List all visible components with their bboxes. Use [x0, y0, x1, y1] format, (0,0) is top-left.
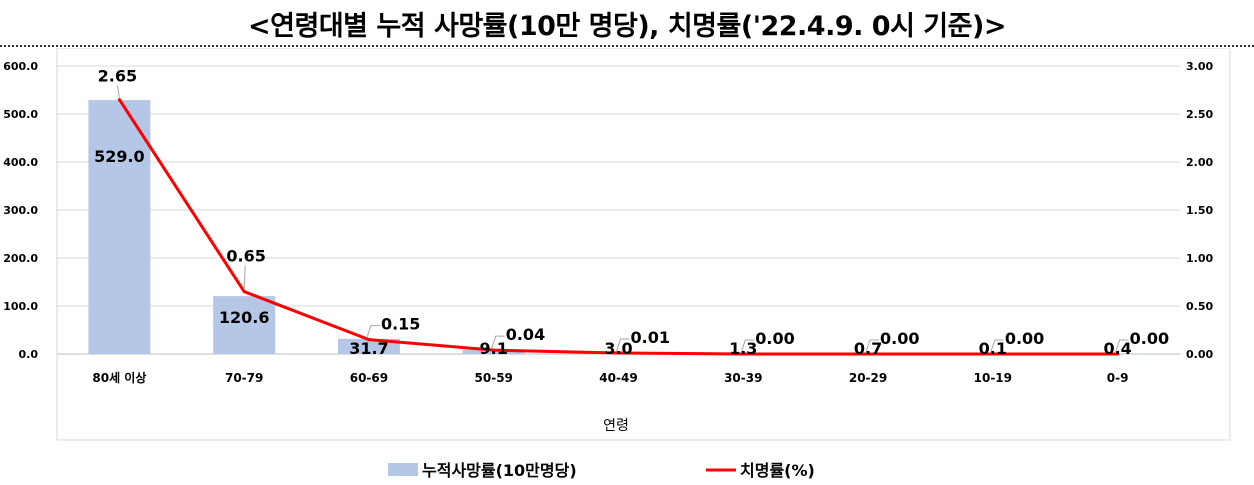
label-leader-line [366, 325, 380, 338]
category-label: 70-79 [225, 371, 263, 385]
line-value-label: 0.04 [506, 325, 545, 344]
bar [213, 296, 276, 354]
bar-value-label: 0.4 [1103, 339, 1131, 358]
line-series [117, 98, 1120, 356]
y-right-tick-label: 0.50 [1186, 300, 1213, 313]
bar [337, 338, 400, 354]
y-right-tick-label: 1.50 [1186, 204, 1213, 217]
line-point [617, 351, 620, 355]
dual-axis-chart: 0.0 100.0 200.0 300.0 400.0 500.0 600.0 0.00 0.5… [3, 48, 1231, 480]
y-left-tick-label: 300.0 [3, 204, 38, 217]
category-label: 80세 이상 [92, 370, 146, 385]
legend-bar-label: 누적사망률(10만명당) [422, 461, 577, 480]
line-point [991, 352, 995, 356]
line-value-label: 0.00 [880, 329, 919, 348]
bar [88, 100, 151, 354]
label-leader-line [740, 339, 755, 353]
bar-series [88, 100, 1149, 355]
bar-value-label: 0.1 [979, 339, 1007, 358]
line-value-label: 0.00 [1005, 329, 1044, 348]
data-labels: 529.0 120.6 31.7 9.1 3.0 1.3 0.7 0.1 0.4 2.65 0.65… [94, 67, 1169, 358]
line-point [741, 352, 745, 356]
line-value-label: 0.00 [755, 329, 794, 348]
bar-value-label: 9.1 [480, 339, 508, 358]
label-leader-line [116, 85, 120, 98]
label-leader-line [865, 339, 880, 353]
bar-value-label: 3.0 [604, 339, 632, 358]
line-point [367, 338, 371, 342]
y-right-tick-label: 0.00 [1186, 348, 1213, 361]
bar-value-label: 31.7 [349, 339, 388, 358]
category-label: 20-29 [849, 371, 887, 385]
line-point [117, 98, 121, 102]
y-left-tick-label: 600.0 [3, 60, 38, 73]
category-label: 0-9 [1107, 371, 1129, 385]
y-left-tick-label: 500.0 [3, 108, 38, 121]
category-label: 30-39 [724, 371, 762, 385]
line-value-label: 0.00 [1130, 329, 1169, 348]
label-leader-line [243, 265, 246, 290]
legend-bar-swatch [388, 463, 418, 476]
line-value-label: 2.65 [98, 67, 137, 86]
bar-value-label: 120.6 [219, 308, 270, 327]
bar-value-label: 529.0 [94, 147, 145, 166]
y-right-tick-label: 3.00 [1186, 60, 1213, 73]
y-left-tick-label: 400.0 [3, 156, 38, 169]
chart-title: <연령대별 누적 사망률(10만 명당), 치명률('22.4.9. 0시 기준… [248, 11, 1006, 42]
y-left-tick-label: 100.0 [3, 300, 38, 313]
bar-value-label: 1.3 [729, 339, 757, 358]
line-point [866, 352, 870, 356]
label-leader-line [616, 338, 630, 352]
y-left-tick-label: 200.0 [3, 252, 38, 265]
category-label: 40-49 [599, 371, 637, 385]
title-divider [0, 45, 1254, 47]
label-leader-line [1115, 339, 1129, 353]
category-labels: 80세 이상 70-79 60-69 50-59 40-49 30-39 20-29 10-1… [92, 370, 1128, 385]
category-label: 50-59 [475, 371, 513, 385]
bar [462, 349, 525, 354]
line-point [242, 290, 246, 294]
plot-area-frame [56, 48, 1231, 441]
line-value-label: 0.15 [381, 315, 420, 334]
y-right-tick-label: 1.00 [1186, 252, 1213, 265]
y-right-tick-label: 2.00 [1186, 156, 1213, 169]
line-value-label: 0.01 [631, 328, 670, 347]
category-label: 60-69 [350, 371, 388, 385]
x-axis-title: 연령 [603, 418, 629, 434]
line-point [492, 348, 496, 352]
axis-ticks: 0.0 100.0 200.0 300.0 400.0 500.0 600.0 0.00 0.5… [3, 60, 1213, 361]
line-point [1116, 352, 1120, 356]
y-right-tick-label: 2.50 [1186, 108, 1213, 121]
legend: 누적사망률(10만명당) 치명률(%) [388, 461, 815, 480]
y-left-tick-label: 0.0 [19, 348, 39, 361]
bar-value-label: 0.7 [854, 339, 882, 358]
label-leader-line [990, 339, 1004, 353]
label-leader-line [491, 335, 505, 349]
line-value-label: 0.65 [226, 247, 265, 266]
category-label: 10-19 [974, 371, 1012, 385]
legend-line-label: 치명률(%) [740, 461, 815, 480]
